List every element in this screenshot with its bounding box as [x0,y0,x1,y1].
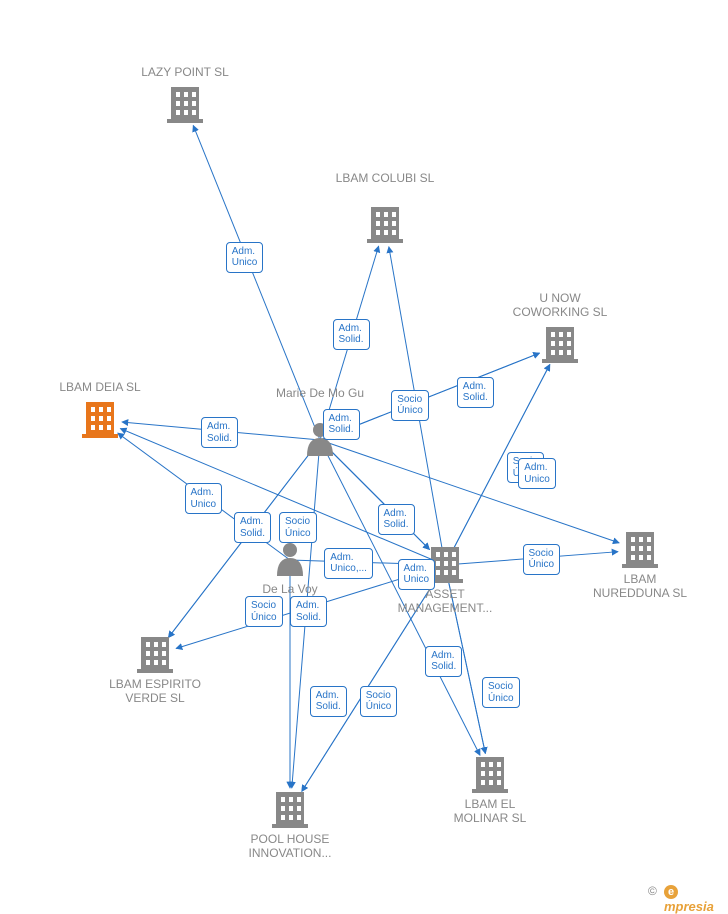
brand-logo: empresia [664,883,728,914]
company-node[interactable] [472,757,508,793]
company-node[interactable] [542,327,578,363]
edge [122,422,320,440]
edge [320,440,429,549]
company-node[interactable] [167,87,203,123]
edge [320,246,379,440]
edge [445,364,550,565]
company-node[interactable] [427,547,463,583]
copyright-symbol: © [648,884,657,898]
edge [320,440,480,755]
brand-cap: e [664,885,678,899]
edge [302,565,445,791]
edge [320,353,540,440]
company-node[interactable] [137,637,173,673]
edge [292,440,320,788]
network-svg [0,0,728,905]
edge [193,125,320,440]
edge [118,433,290,560]
brand-text: mpresia [664,899,714,914]
person-node[interactable] [277,543,303,576]
company-node[interactable] [272,792,308,828]
company-node[interactable] [82,402,118,438]
edge [120,429,445,565]
company-node[interactable] [367,207,403,243]
company-node[interactable] [622,532,658,568]
edge [168,440,320,638]
edge [445,552,618,565]
